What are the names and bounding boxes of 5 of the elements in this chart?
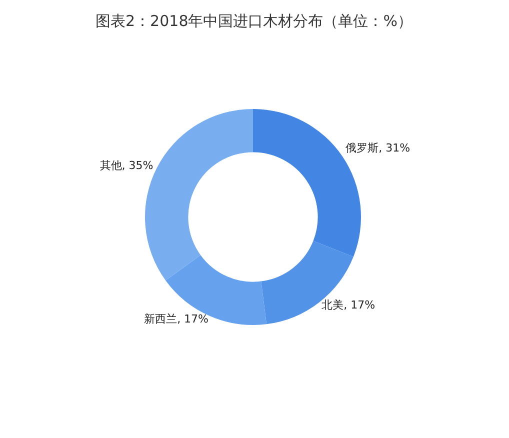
slice-label: 新西兰, 17%: [144, 312, 209, 326]
slice-label: 其他, 35%: [100, 159, 154, 172]
slice-label: 俄罗斯, 31%: [346, 141, 410, 154]
chart-title: 图表2：2018年中国进口木材分布（单位：%）: [96, 12, 412, 30]
slice-label: 北美, 17%: [322, 298, 376, 312]
